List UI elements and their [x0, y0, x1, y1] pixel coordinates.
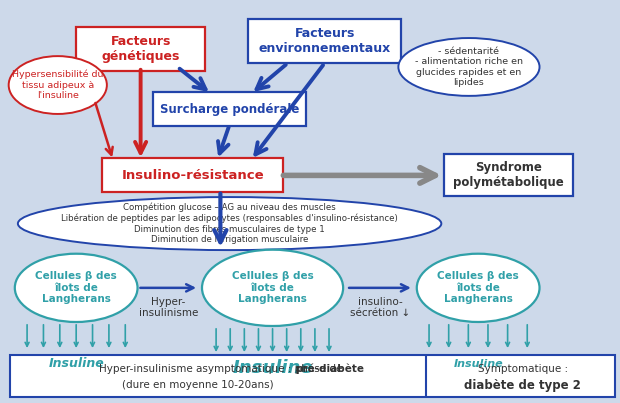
Text: Insuline: Insuline [232, 359, 313, 377]
FancyBboxPatch shape [153, 92, 306, 126]
FancyBboxPatch shape [248, 19, 401, 63]
Text: Insulino-résistance: Insulino-résistance [122, 169, 264, 182]
Text: diabète de type 2: diabète de type 2 [464, 378, 581, 392]
FancyBboxPatch shape [102, 158, 283, 193]
Text: - sédentarité
- alimentation riche en
glucides rapides et en
lipides: - sédentarité - alimentation riche en gl… [415, 47, 523, 87]
Text: (dure en moyenne 10-20ans): (dure en moyenne 10-20ans) [122, 380, 273, 390]
Ellipse shape [399, 38, 539, 96]
Text: Syndrome
polymétabolique: Syndrome polymétabolique [453, 161, 564, 189]
Text: Hyper-insulinisme asymptomatique : phase de: Hyper-insulinisme asymptomatique : phase… [99, 364, 345, 374]
Text: Insuline: Insuline [453, 359, 503, 369]
FancyBboxPatch shape [10, 355, 615, 397]
Ellipse shape [15, 254, 138, 322]
Text: Surcharge pondérale: Surcharge pondérale [160, 103, 299, 116]
Text: Cellules β des
îlots de
Langherans: Cellules β des îlots de Langherans [232, 271, 314, 304]
Text: Symptomatique :: Symptomatique : [477, 364, 568, 374]
Text: pré-diabète: pré-diabète [295, 364, 364, 374]
Text: Hypersensibilité du
tissu adipeux à
l'insuline: Hypersensibilité du tissu adipeux à l'in… [12, 70, 104, 100]
Ellipse shape [417, 254, 539, 322]
FancyBboxPatch shape [76, 27, 205, 71]
Text: Cellules β des
îlots de
Langherans: Cellules β des îlots de Langherans [437, 271, 519, 304]
FancyBboxPatch shape [445, 154, 574, 197]
Text: insulino-
sécrétion ↓: insulino- sécrétion ↓ [350, 297, 410, 318]
Ellipse shape [202, 250, 343, 326]
Text: Hyper-
insulinisme: Hyper- insulinisme [138, 297, 198, 318]
Text: Insuline: Insuline [48, 357, 104, 370]
Text: Compétition glucose – AG au niveau des muscles
Libération de peptides par les ad: Compétition glucose – AG au niveau des m… [61, 203, 398, 244]
Text: Cellules β des
îlots de
Langherans: Cellules β des îlots de Langherans [35, 271, 117, 304]
Text: Facteurs
environnementaux: Facteurs environnementaux [259, 27, 391, 55]
Ellipse shape [9, 56, 107, 114]
Text: Facteurs
génétiques: Facteurs génétiques [102, 35, 180, 63]
Ellipse shape [18, 197, 441, 250]
